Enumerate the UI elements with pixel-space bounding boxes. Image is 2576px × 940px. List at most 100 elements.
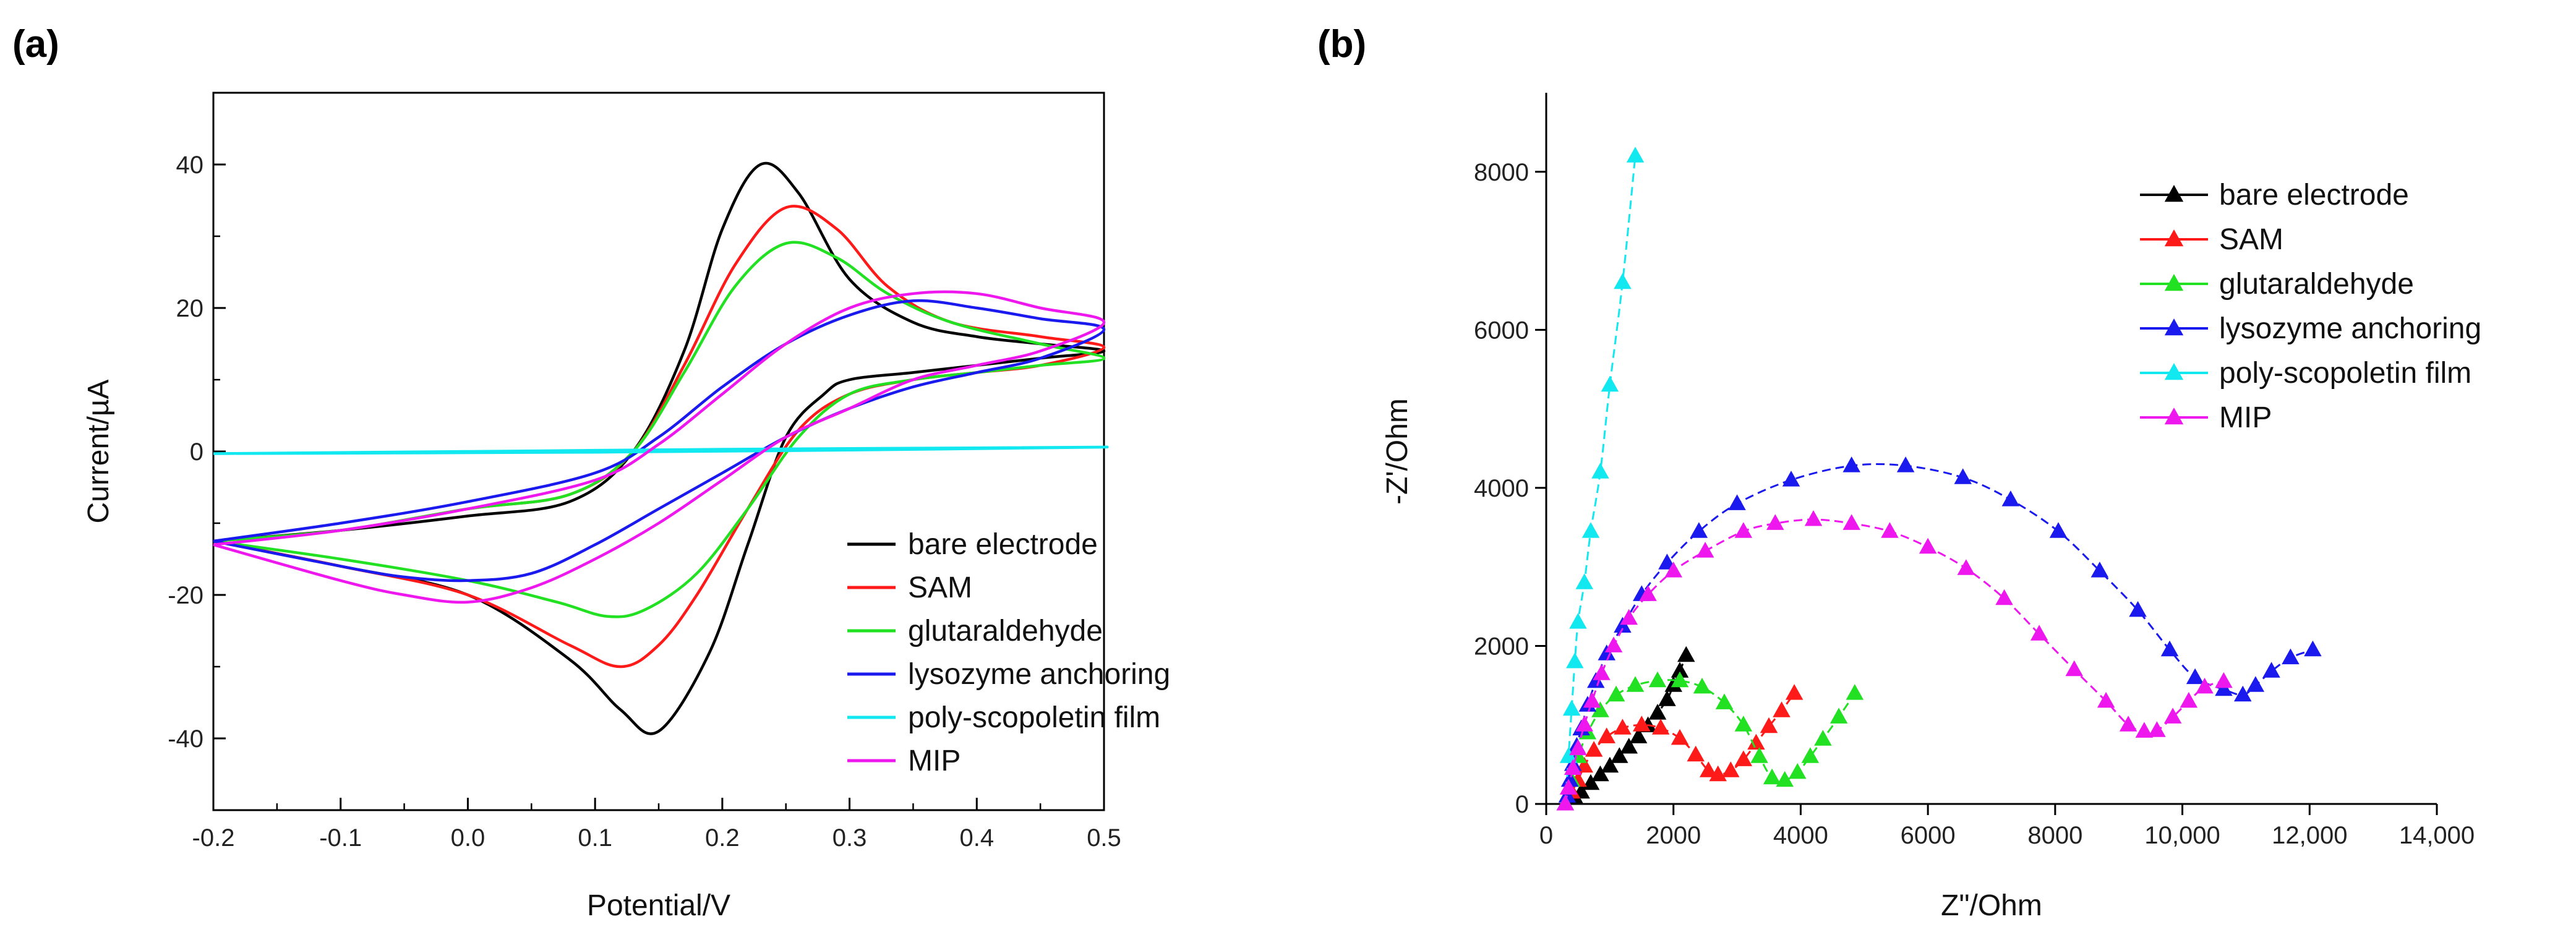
eis-point-mip	[1583, 691, 1601, 708]
eis-point-sam	[1773, 701, 1791, 717]
cv-series	[213, 161, 1109, 735]
eis-point-mip	[1620, 609, 1638, 625]
eis-legend-label: glutaraldehyde	[2219, 268, 2414, 301]
eis-legend-label: lysozyme anchoring	[2219, 312, 2481, 345]
eis-point-bare-electrode	[1611, 747, 1628, 763]
eis-point-sam	[1709, 765, 1727, 782]
cv-legend-label: bare electrode	[908, 528, 1098, 561]
cv-x-tick-label: 0.5	[1087, 824, 1121, 852]
eis-x-tick-label: 14,000	[2399, 822, 2475, 849]
cv-x-tick-label: 0.4	[959, 824, 994, 852]
eis-point-mip	[1995, 589, 2013, 605]
eis-point-lysozyme-anchoring	[2215, 680, 2233, 696]
eis-point-lysozyme-anchoring	[2160, 640, 2179, 657]
eis-point-mip	[1734, 522, 1753, 538]
eis-point-bare-electrode	[1658, 690, 1676, 706]
eis-point-lysozyme-anchoring	[1782, 471, 1800, 487]
eis-point-sam	[1633, 716, 1651, 732]
eis-point-glutaraldehyde	[1763, 768, 1781, 785]
eis-point-mip	[2196, 677, 2214, 694]
eis-legend-label: poly-scopoletin film	[2219, 357, 2471, 390]
eis-point-glutaraldehyde	[1648, 671, 1667, 688]
eis-point-mip	[2065, 660, 2083, 677]
eis-legend-marker	[2164, 229, 2184, 247]
eis-point-sam	[1785, 684, 1804, 700]
eis-point-lysozyme-anchoring	[1558, 787, 1577, 803]
eis-point-poly-scopoletin-film	[1566, 652, 1584, 669]
eis-point-poly-scopoletin-film	[1559, 747, 1578, 763]
eis-point-bare-electrode	[1601, 756, 1619, 773]
eis-x-axis-title: Z"/Ohm	[1941, 889, 2042, 922]
eis-point-lysozyme-anchoring	[1690, 522, 1708, 538]
eis-legend-marker	[2164, 408, 2184, 425]
eis-point-lysozyme-anchoring	[2282, 648, 2300, 665]
eis-x-tick-label: 2000	[1646, 822, 1701, 849]
eis-point-sam	[1614, 719, 1632, 735]
eis-point-mip	[2135, 722, 2154, 738]
eis-point-sam	[1700, 761, 1718, 777]
cv-x-tick-label: -0.1	[319, 824, 362, 852]
eis-point-lysozyme-anchoring	[2262, 662, 2280, 678]
eis-point-lysozyme-anchoring	[2234, 685, 2252, 702]
eis-point-mip	[2097, 691, 2115, 708]
eis-point-lysozyme-anchoring	[1842, 456, 1860, 472]
eis-point-sam	[1671, 728, 1689, 745]
eis-point-glutaraldehyde	[1671, 671, 1689, 688]
eis-y-tick-label: 4000	[1474, 475, 1529, 502]
cv-x-tick-label: 0.0	[451, 824, 486, 852]
eis-point-poly-scopoletin-film	[1614, 273, 1632, 289]
eis-point-mip	[1564, 759, 1582, 775]
eis-point-mip	[1881, 522, 1899, 538]
eis-point-mip	[1957, 559, 1975, 575]
eis-point-glutaraldehyde	[1626, 676, 1645, 692]
eis-point-sam	[1651, 719, 1670, 735]
cv-y-tick-label: 20	[176, 295, 204, 322]
eis-point-sam	[1722, 761, 1740, 777]
eis-point-glutaraldehyde	[1801, 747, 1820, 763]
cv-y-axis-title: Current/µA	[82, 379, 115, 523]
eis-ticks: 0 2000 4000 6000 8000 10,000 12,000 14,000 0 2000…	[1474, 159, 2475, 849]
eis-point-sam	[1747, 733, 1765, 750]
eis-line-lysozyme-anchoring	[1564, 463, 2313, 805]
eis-y-tick-label: 0	[1515, 791, 1529, 818]
eis-y-tick-label: 8000	[1474, 159, 1529, 186]
eis-x-tick-label: 0	[1539, 822, 1553, 849]
eis-point-glutaraldehyde	[1846, 684, 1864, 700]
eis-point-mip	[1766, 514, 1784, 530]
eis-point-lysozyme-anchoring	[1560, 771, 1579, 787]
eis-point-lysozyme-anchoring	[1896, 456, 1915, 472]
eis-x-tick-label: 12,000	[2272, 822, 2347, 849]
eis-chart: 0 2000 4000 6000 8000 10,000 12,000 14,000 0 2000…	[1381, 93, 2481, 922]
eis-legend-label: SAM	[2219, 223, 2283, 256]
eis-x-tick-label: 10,000	[2144, 822, 2220, 849]
cv-y-tick-label: 0	[190, 438, 203, 466]
eis-y-tick-label: 2000	[1474, 633, 1529, 660]
cv-x-tick-label: 0.2	[705, 824, 740, 852]
eis-point-glutaraldehyde	[1750, 747, 1768, 763]
eis-legend-marker	[2164, 185, 2184, 202]
cv-legend-label: MIP	[908, 745, 961, 777]
eis-point-mip	[1556, 795, 1575, 811]
cv-legend-label: poly-scopoletin film	[908, 701, 1160, 734]
cv-x-axis-title: Potential/V	[587, 889, 730, 922]
eis-point-glutaraldehyde	[1607, 685, 1625, 702]
cv-x-tick-label: 0.1	[578, 824, 612, 852]
cv-legend: bare electrode SAM glutaraldehyde lysozyme …	[847, 528, 1170, 777]
eis-legend: bare electrode SAM glutaraldehyde lysozyme …	[2140, 179, 2481, 434]
cv-legend-label: SAM	[908, 571, 972, 604]
eis-point-poly-scopoletin-film	[1575, 573, 1593, 589]
panel-b-label: (b)	[1317, 23, 1366, 66]
eis-series	[1556, 147, 2322, 811]
eis-point-glutaraldehyde	[1829, 707, 1848, 724]
eis-point-lysozyme-anchoring	[2001, 490, 2020, 506]
eis-point-bare-electrode	[1591, 765, 1609, 782]
eis-point-mip	[2030, 625, 2048, 641]
cv-curve-glutaraldehyde	[213, 241, 1106, 618]
eis-point-lysozyme-anchoring	[2304, 640, 2322, 657]
eis-point-glutaraldehyde	[1591, 701, 1609, 717]
eis-point-mip	[2119, 716, 2137, 732]
eis-point-mip	[2148, 721, 2166, 737]
eis-x-tick-label: 8000	[2027, 822, 2082, 849]
cv-curve-lysozyme-anchoring	[213, 299, 1106, 583]
